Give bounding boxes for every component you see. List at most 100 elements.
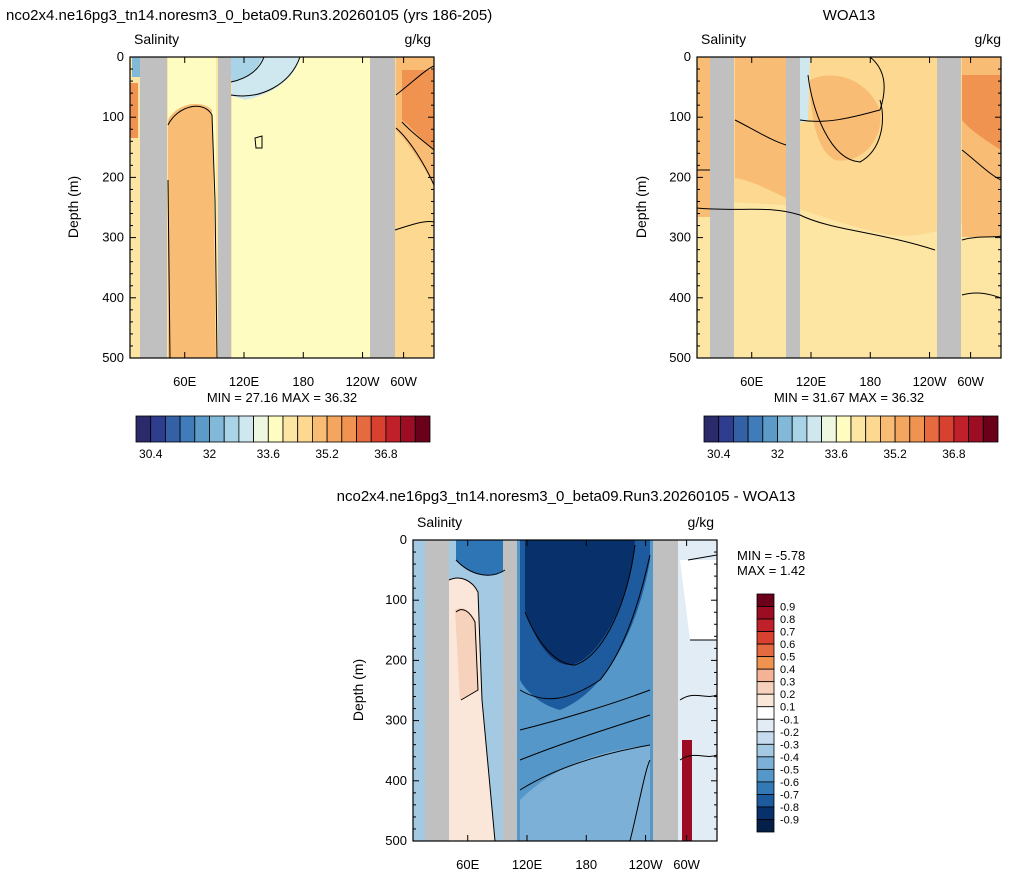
colorbar-swatch — [865, 415, 881, 443]
x-tick-label: 60E — [456, 857, 479, 872]
colorbar-swatch — [311, 415, 328, 443]
plot-frame — [412, 539, 718, 842]
colorbar-label: -0.9 — [780, 814, 799, 826]
colorbar-swatch — [909, 415, 925, 443]
contour-lines — [167, 57, 434, 358]
colorbar-swatch — [880, 415, 896, 443]
colorbar-swatch — [894, 415, 911, 443]
colorbar-label: -0.7 — [780, 789, 799, 801]
x-tick-label: 120E — [229, 374, 260, 389]
colorbar-swatch — [756, 668, 775, 683]
colorbar-swatch — [756, 794, 775, 808]
panel-model: nco2x4.ne16pg3_tn14.noresm3_0_beta09.Run… — [6, 7, 492, 461]
axes: 0 100 200 300 400 500 60E 120E 180 120W 60W — [669, 49, 1001, 389]
colorbar-label: 30.4 — [139, 447, 163, 461]
plot-frame — [696, 56, 1002, 359]
colorbar-swatch — [756, 756, 775, 770]
axes: 0 100 200 300 400 500 60E 120E 180 120W 60W — [385, 532, 717, 872]
colorbar-label: 35.2 — [315, 447, 339, 461]
colorbar-swatch — [164, 415, 181, 443]
stats-min: MIN = -5.78 — [737, 548, 805, 563]
colorbar-swatch — [791, 415, 808, 443]
colorbar-swatch — [756, 806, 775, 820]
colorbar-label: -0.4 — [780, 752, 799, 764]
colorbar-swatch — [756, 593, 775, 607]
plot-frame — [129, 56, 435, 359]
x-tick-label: 180 — [575, 857, 597, 872]
x-tick-label: 60W — [673, 857, 700, 872]
colorbar-label: 32 — [203, 447, 217, 461]
land-mask — [710, 57, 961, 358]
colorbar-swatch — [703, 415, 720, 443]
colorbar-swatch — [747, 415, 764, 443]
contour-lines — [448, 544, 717, 841]
colorbar-swatch — [806, 415, 823, 443]
colorbar-swatch — [756, 693, 775, 708]
colorbar-label: 0.2 — [780, 689, 795, 701]
stats-text: MIN = 27.16 MAX = 36.32 — [207, 390, 357, 405]
colorbar-swatch — [718, 415, 734, 443]
land-mask — [140, 57, 395, 358]
colorbar-swatch — [756, 606, 775, 620]
y-tick-label: 200 — [102, 169, 124, 184]
colorbar-swatch — [194, 415, 210, 443]
colorbar-swatch — [756, 631, 775, 645]
colorbar-label: 32 — [771, 447, 785, 461]
y-tick-label: 300 — [385, 713, 407, 728]
left-label: Salinity — [417, 514, 462, 530]
colorbar-swatch — [756, 618, 775, 632]
colorbar-swatch — [756, 643, 775, 658]
panel-title: nco2x4.ne16pg3_tn14.noresm3_0_beta09.Run… — [6, 7, 492, 24]
panel-title: WOA13 — [823, 7, 876, 24]
colorbar-swatch — [756, 656, 775, 670]
colorbar-swatch — [756, 718, 775, 733]
colorbar-swatch — [756, 768, 775, 783]
colorbar-swatch — [762, 415, 778, 443]
right-label: g/kg — [975, 31, 1001, 47]
y-tick-label: 400 — [385, 773, 407, 788]
colorbar-swatch — [267, 415, 284, 443]
y-tick-label: 400 — [102, 290, 124, 305]
colorbar-label: 0.3 — [780, 677, 795, 689]
x-tick-label: 180 — [859, 374, 881, 389]
colorbar-label: 35.2 — [883, 447, 907, 461]
y-tick-label: 500 — [669, 350, 691, 365]
y-tick-label: 500 — [385, 833, 407, 848]
x-tick-label: 120W — [346, 374, 381, 389]
colorbar-swatch — [150, 415, 166, 443]
colorbar-swatch — [356, 415, 372, 443]
colorbar-swatch — [733, 415, 749, 443]
x-tick-label: 60W — [390, 374, 417, 389]
y-tick-label: 400 — [669, 290, 691, 305]
plot-field — [697, 57, 1001, 358]
y-axis-label: Depth (m) — [65, 176, 81, 238]
colorbar-label: 0.8 — [780, 614, 795, 626]
colorbar-swatch — [756, 731, 775, 745]
colorbar-label: -0.1 — [780, 714, 799, 726]
colorbar-label: 36.8 — [374, 447, 398, 461]
y-tick-label: 0 — [684, 49, 691, 64]
colorbar-label: -0.8 — [780, 802, 799, 814]
x-tick-label: 60E — [740, 374, 763, 389]
colorbar-swatch — [400, 415, 416, 443]
y-tick-label: 100 — [102, 109, 124, 124]
y-tick-label: 200 — [385, 652, 407, 667]
colorbar-swatch — [341, 415, 357, 443]
axes: 0 100 200 300 400 500 60E 120E 180 120W 60W — [102, 49, 434, 389]
x-tick-label: 120E — [512, 857, 543, 872]
right-label: g/kg — [405, 31, 431, 47]
colorbar-label: 30.4 — [707, 447, 731, 461]
colorbar-label: 0.7 — [780, 627, 795, 639]
colorbar-swatch — [982, 415, 999, 443]
panel-observations: WOA13 Salinity g/kg Depth (m) — [633, 7, 1002, 461]
x-tick-label: 120W — [629, 857, 664, 872]
y-tick-label: 0 — [117, 49, 124, 64]
colorbar-swatch — [756, 706, 775, 720]
colorbar-swatch — [238, 415, 254, 443]
y-tick-label: 300 — [102, 230, 124, 245]
plot-field — [130, 57, 434, 358]
colorbar-swatch — [756, 681, 775, 695]
y-axis-label: Depth (m) — [350, 659, 366, 721]
colorbar-swatch — [938, 415, 955, 443]
